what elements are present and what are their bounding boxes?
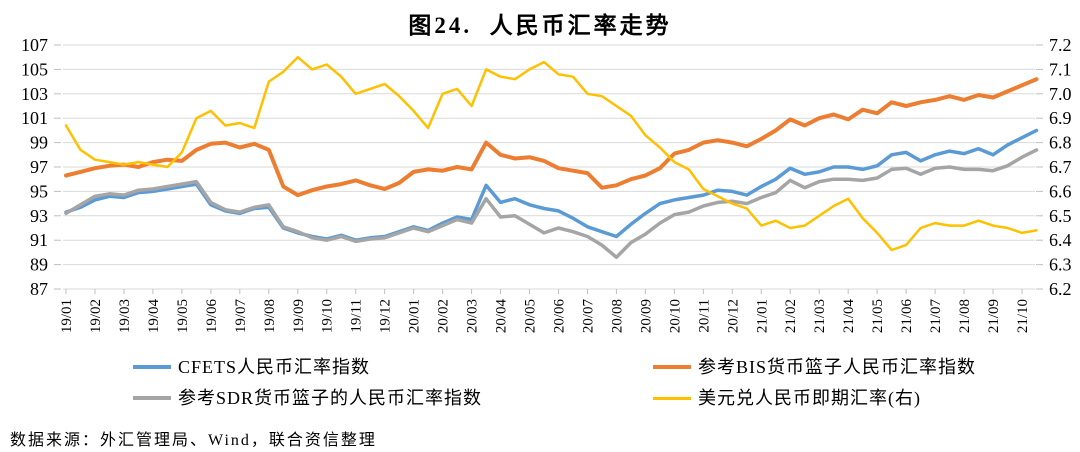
cfets-line-swatch-icon <box>133 365 171 369</box>
legend-label-usd-cny-spot: 美元兑人民币即期汇率(右) <box>698 388 921 408</box>
x-axis-tick-label: 21/01 <box>754 299 770 333</box>
x-axis-tick-label: 19/12 <box>378 299 394 333</box>
right-axis-tick-label: 6.3 <box>1049 255 1072 275</box>
series-line-0 <box>64 128 1039 242</box>
right-axis-tick-label: 6.8 <box>1049 133 1072 153</box>
x-axis-tick-label: 21/09 <box>986 299 1002 333</box>
x-axis-tick-label: 20/11 <box>696 299 712 333</box>
x-axis-tick-label: 19/04 <box>146 299 162 334</box>
x-axis-tick-label: 21/10 <box>1015 299 1031 333</box>
x-axis-tick-label: 19/03 <box>117 299 133 333</box>
right-axis-tick-label: 7.0 <box>1049 84 1072 104</box>
x-axis-tick-label: 20/06 <box>551 299 567 334</box>
x-axis-tick-label: 19/02 <box>88 299 104 333</box>
data-source-note: 数据来源：外汇管理局、Wind，联合资信整理 <box>10 432 377 449</box>
left-axis-tick-label: 97 <box>30 157 48 177</box>
bis-line-swatch-icon <box>653 365 691 369</box>
x-axis-tick-label: 20/10 <box>667 299 683 333</box>
series-line-2 <box>64 148 1039 260</box>
legend-label-sdr-index: 参考SDR货币篮子的人民币汇率指数 <box>178 388 483 408</box>
right-axis-tick-label: 6.9 <box>1049 108 1072 128</box>
right-axis-tick-label: 6.5 <box>1049 206 1072 226</box>
x-axis-tick-label: 19/07 <box>233 299 249 334</box>
right-axis-tick-label: 6.4 <box>1049 230 1072 250</box>
x-axis-tick-label: 19/08 <box>262 299 278 333</box>
x-axis-tick-label: 21/06 <box>899 299 915 334</box>
right-axis-tick-label: 6.7 <box>1049 157 1072 177</box>
x-axis-tick-label: 20/07 <box>580 299 596 334</box>
left-axis-tick-label: 103 <box>21 84 48 104</box>
x-axis-tick-label: 19/09 <box>291 299 307 333</box>
x-axis-tick-label: 19/06 <box>204 299 220 334</box>
x-axis-tick-label: 21/04 <box>841 299 857 334</box>
legend-item-sdr-index: 参考SDR货币篮子的人民币汇率指数 <box>133 387 653 409</box>
x-axis-tick-label: 20/04 <box>494 299 510 334</box>
right-axis-tick-label: 7.1 <box>1049 59 1072 79</box>
legend-item-cfets-index: CFETS人民币汇率指数 <box>133 356 653 378</box>
x-axis-tick-label: 19/01 <box>59 299 75 333</box>
left-axis-tick-label: 107 <box>21 35 48 55</box>
left-axis-tick-label: 101 <box>21 108 48 128</box>
usd-cny-line-swatch-icon <box>653 396 691 400</box>
chart-title: 图24. 人民币汇率走势 <box>408 13 672 38</box>
x-axis-tick-label: 20/03 <box>465 299 481 333</box>
legend-label-cfets-index: CFETS人民币汇率指数 <box>178 357 371 377</box>
right-axis-tick-label: 6.6 <box>1049 181 1072 201</box>
left-axis-tick-label: 87 <box>30 279 48 299</box>
left-axis-tick-label: 105 <box>21 59 48 79</box>
x-axis-tick-label: 20/09 <box>638 299 654 333</box>
sdr-line-swatch-icon <box>133 396 171 400</box>
left-axis-tick-label: 91 <box>30 230 48 250</box>
x-axis-tick-label: 21/03 <box>812 299 828 333</box>
x-axis-tick-label: 20/08 <box>609 299 625 333</box>
exchange-rate-line-chart: 87 6.2 89 6.3 91 6.4 93 6.5 95 6.6 97 6.7 99 6.8 101 6.… <box>21 35 1072 334</box>
left-axis-tick-label: 93 <box>30 206 48 226</box>
legend-label-bis-index: 参考BIS货币篮子人民币汇率指数 <box>698 357 977 377</box>
x-axis-tick-label: 20/02 <box>436 299 452 333</box>
legend-item-usd-cny-spot: 美元兑人民币即期汇率(右) <box>653 387 1033 409</box>
x-axis-tick-label: 19/10 <box>320 299 336 333</box>
legend-item-bis-index: 参考BIS货币篮子人民币汇率指数 <box>653 356 1033 378</box>
x-axis-tick-label: 21/02 <box>783 299 799 333</box>
x-axis-tick-label: 19/11 <box>349 299 365 333</box>
chart-legend: CFETS人民币汇率指数 参考BIS货币篮子人民币汇率指数 参考SDR货币篮子的… <box>133 356 1033 409</box>
x-axis-tick-label: 21/05 <box>870 299 886 333</box>
x-axis-tick-label: 20/05 <box>523 299 539 333</box>
right-axis-tick-label: 7.2 <box>1049 35 1072 55</box>
left-axis-tick-label: 99 <box>30 133 48 153</box>
left-axis-tick-label: 89 <box>30 255 48 275</box>
left-axis-tick-label: 95 <box>30 181 48 201</box>
x-axis-tick-label: 19/05 <box>175 299 191 333</box>
x-axis-tick-label: 20/12 <box>725 299 741 333</box>
x-axis-tick-label: 21/08 <box>957 299 973 333</box>
series-line-1 <box>64 77 1039 198</box>
x-axis-tick-label: 21/07 <box>928 299 944 334</box>
x-axis-tick-label: 20/01 <box>407 299 423 333</box>
series-line-3 <box>64 55 1038 252</box>
right-axis-tick-label: 6.2 <box>1049 279 1072 299</box>
